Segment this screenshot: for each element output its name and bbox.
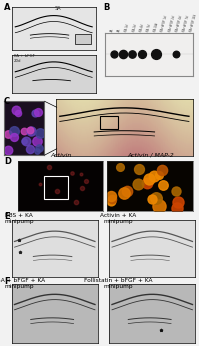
Point (36, 139, 39, 144)
Text: KA+bFGF 1d: KA+bFGF 1d (161, 15, 169, 32)
Text: D: D (4, 157, 11, 166)
Text: KA+bFGF 7d: KA+bFGF 7d (182, 15, 190, 32)
Text: KA+bFGF 14d: KA+bFGF 14d (189, 13, 198, 32)
Text: BSA + bFGF + KA
minipump: BSA + bFGF + KA minipump (0, 278, 45, 289)
Point (38, 130, 42, 136)
Point (13, 134, 16, 140)
Text: KA 4d: KA 4d (139, 24, 145, 32)
Text: F: F (4, 277, 10, 286)
Point (29, 147, 32, 152)
Point (70, 170, 73, 176)
Bar (100, 116, 117, 129)
Point (84, 178, 88, 183)
Text: KA 7d: KA 7d (146, 24, 152, 32)
Point (137, 181, 140, 186)
Text: Activin / MAP-2: Activin / MAP-2 (127, 153, 174, 158)
Point (176, 199, 179, 205)
Point (155, 52, 158, 57)
Text: Follistatin + bFGF + KA
minipump: Follistatin + bFGF + KA minipump (84, 278, 153, 289)
Text: KA+bFGF 2d: KA+bFGF 2d (168, 15, 176, 32)
Point (160, 167, 164, 173)
Point (29, 127, 32, 133)
Point (55, 188, 59, 194)
Point (122, 191, 125, 196)
Text: B: B (103, 3, 110, 12)
Point (38, 181, 41, 186)
Point (158, 172, 161, 177)
Point (17, 237, 20, 243)
Text: SA: SA (110, 28, 115, 32)
Point (126, 189, 129, 194)
Bar (75, 35, 91, 44)
Text: KA + bFGF
20d: KA + bFGF 20d (14, 54, 35, 63)
Point (159, 327, 162, 333)
Point (113, 52, 116, 57)
Point (74, 200, 77, 205)
Point (130, 52, 133, 57)
Point (80, 186, 83, 191)
Bar (44, 176, 67, 199)
Point (109, 193, 112, 199)
Text: KA 14d: KA 14d (153, 22, 160, 32)
Point (36, 149, 39, 154)
Point (153, 173, 156, 179)
Point (22, 138, 26, 144)
Point (110, 196, 113, 202)
Point (175, 205, 179, 211)
Point (174, 52, 177, 57)
Point (14, 107, 17, 113)
Point (162, 183, 165, 188)
Point (121, 52, 125, 57)
Point (13, 129, 16, 134)
Point (118, 164, 121, 170)
Point (150, 196, 153, 201)
Point (146, 180, 149, 185)
Text: C: C (4, 97, 10, 106)
Point (24, 138, 27, 144)
Point (6, 147, 9, 153)
Point (137, 166, 140, 172)
Point (33, 111, 36, 116)
Text: A: A (4, 3, 11, 12)
Point (174, 188, 177, 193)
Point (154, 195, 157, 201)
Point (37, 109, 40, 114)
Point (16, 111, 19, 116)
Text: KA+bFGF 4d: KA+bFGF 4d (175, 15, 183, 32)
Point (157, 203, 160, 208)
Text: KA 2d: KA 2d (132, 24, 138, 32)
Text: Activin + KA
minipump: Activin + KA minipump (100, 213, 137, 224)
Point (22, 128, 26, 134)
Text: Activin: Activin (50, 153, 71, 158)
Text: SA: SA (54, 6, 61, 11)
Point (141, 52, 144, 57)
Point (29, 128, 33, 134)
Point (147, 176, 150, 182)
Text: PBS + KA
minipump: PBS + KA minipump (4, 213, 34, 224)
Text: SA: SA (117, 28, 122, 32)
Point (38, 145, 41, 151)
Text: KA 1d: KA 1d (125, 24, 130, 32)
Point (19, 249, 22, 254)
Point (79, 172, 82, 177)
Point (48, 164, 51, 170)
Text: E: E (4, 212, 10, 221)
Point (109, 198, 112, 204)
Point (6, 131, 10, 137)
